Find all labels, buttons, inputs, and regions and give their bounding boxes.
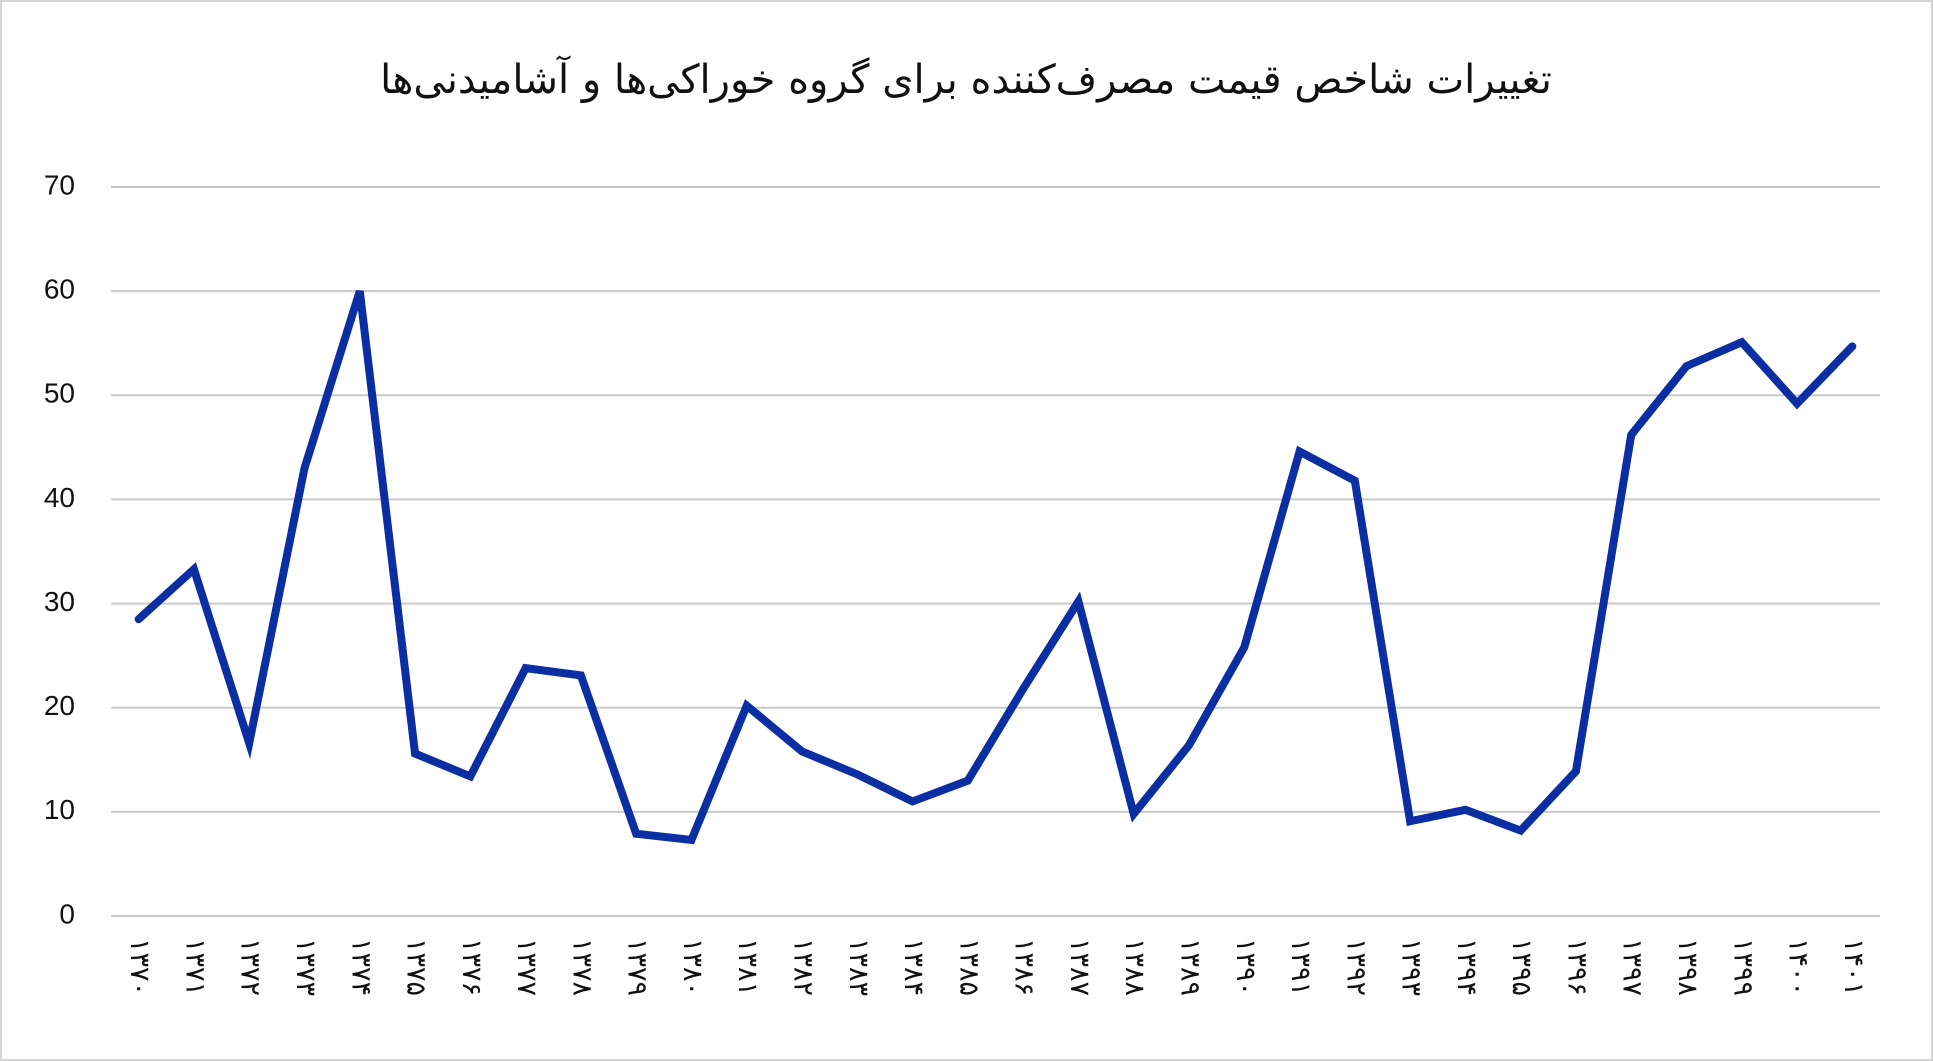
x-tick-label: ۱۳۹۲	[1340, 938, 1371, 996]
x-tick-label: ۱۳۹۴	[1451, 938, 1482, 996]
x-tick-label: ۱۳۸۳	[843, 938, 874, 996]
x-tick-label: ۱۳۹۷	[1617, 938, 1648, 996]
x-tick-label: ۱۳۹۸	[1672, 938, 1703, 996]
x-tick-label: ۱۳۸۸	[1119, 938, 1150, 996]
x-tick-label: ۱۳۸۱	[732, 938, 763, 996]
data-line	[134, 289, 1857, 845]
x-tick-label: ۱۳۹۹	[1727, 938, 1758, 996]
x-tick-label: ۱۴۰۱	[1838, 938, 1869, 996]
x-tick-label: ۱۳۹۶	[1561, 938, 1592, 996]
x-tick-label: ۱۳۸۹	[1174, 938, 1205, 996]
x-tick-label: ۱۳۸۶	[1009, 938, 1040, 996]
x-tick-label: ۱۳۷۷	[511, 938, 542, 996]
x-tick-label: ۱۳۹۱	[1285, 938, 1316, 996]
x-tick-label: ۱۳۷۱	[179, 938, 210, 996]
y-tick-label: 30	[44, 586, 75, 617]
x-tick-label: ۱۳۸۲	[788, 938, 819, 996]
y-tick-label: 0	[59, 898, 75, 929]
x-tick-label: ۱۳۷۳	[290, 938, 321, 996]
x-tick-label: ۱۳۷۴	[345, 938, 376, 996]
y-tick-label: 50	[44, 378, 75, 409]
x-tick-label: ۱۳۸۵	[953, 938, 984, 996]
x-tick-label: ۱۳۸۷	[1064, 938, 1095, 996]
x-tick-label: ۱۳۹۵	[1506, 938, 1537, 996]
x-tick-label: ۱۳۸۴	[898, 938, 929, 996]
chart-title: تغییرات شاخص قیمت مصرف‌کننده برای گروه خ…	[380, 55, 1552, 103]
x-tick-label: ۱۳۹۳	[1396, 938, 1427, 996]
y-tick-label: 60	[44, 274, 75, 305]
y-tick-label: 70	[44, 169, 75, 200]
x-tick-label: ۱۳۷۲	[235, 938, 266, 996]
y-tick-label: 10	[44, 794, 75, 825]
x-tick-label: ۱۳۹۰	[1230, 938, 1261, 996]
y-tick-label: 40	[44, 482, 75, 513]
x-tick-label: ۱۳۷۹	[622, 938, 653, 996]
x-tick-label: ۱۳۷۰	[124, 938, 155, 996]
x-tick-label: ۱۳۷۶	[456, 938, 487, 996]
y-tick-label: 20	[44, 690, 75, 721]
x-tick-label: ۱۳۷۸	[566, 938, 597, 996]
x-tick-label: ۱۳۷۵	[401, 938, 432, 996]
x-tick-label: ۱۴۰۰	[1783, 938, 1814, 996]
x-tick-label: ۱۳۸۰	[677, 938, 708, 996]
